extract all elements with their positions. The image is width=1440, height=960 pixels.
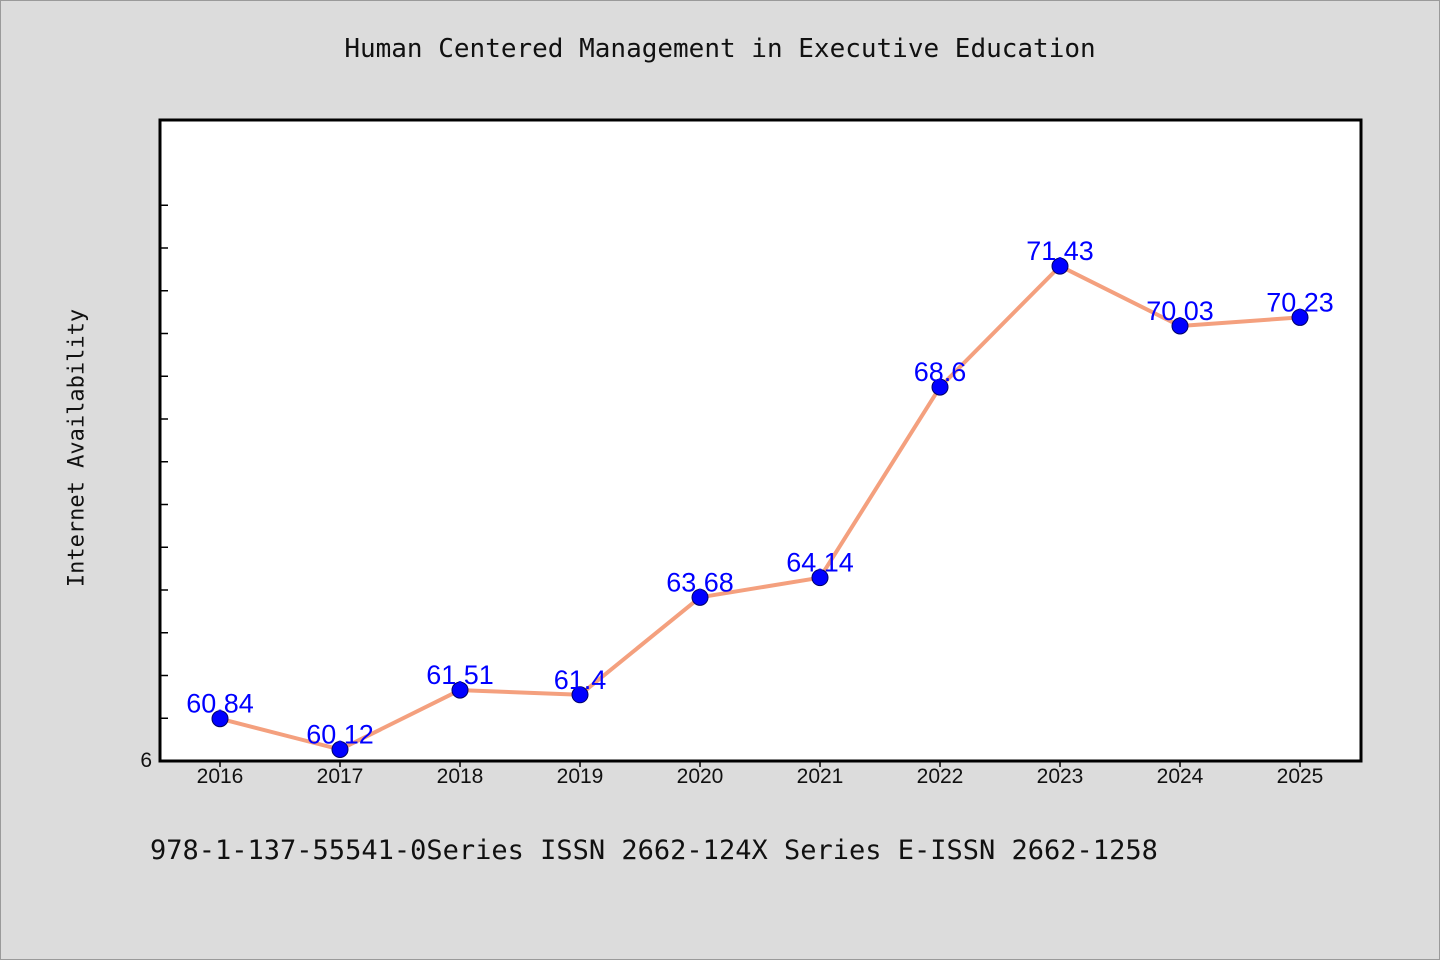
data-label: 60.84 <box>186 689 254 719</box>
series-line <box>218 264 1302 752</box>
x-axis-ticks: 2016 2017 2018 2019 2020 2021 2022 2023 2024 2025 <box>197 761 1324 788</box>
data-point <box>1171 317 1189 335</box>
x-tick-label: 2020 <box>677 765 724 788</box>
data-point <box>811 569 829 587</box>
data-label: 61.4 <box>554 665 607 695</box>
x-tick-label: 2025 <box>1277 765 1324 788</box>
data-label: 63.68 <box>666 567 734 597</box>
data-label: 61.51 <box>426 660 494 690</box>
data-point <box>211 710 229 728</box>
y-tick-label: 6 <box>140 749 152 772</box>
data-point <box>1291 308 1309 326</box>
x-tick-label: 2019 <box>557 765 604 788</box>
y-axis-ticks: 6 <box>140 204 168 772</box>
x-tick-label: 2021 <box>797 765 844 788</box>
data-label: 64.14 <box>786 548 854 578</box>
data-point <box>331 740 349 758</box>
x-tick-label: 2016 <box>197 765 244 788</box>
data-label: 70.03 <box>1146 296 1214 326</box>
x-tick-label: 2018 <box>437 765 484 788</box>
x-tick-label: 2023 <box>1037 765 1084 788</box>
data-label: 68.6 <box>914 357 967 387</box>
chart-title: Human Centered Management in Executive E… <box>344 34 1096 64</box>
x-tick-label: 2024 <box>1157 765 1204 788</box>
data-label: 70.23 <box>1266 287 1334 317</box>
data-point <box>1051 257 1069 275</box>
data-point <box>571 686 589 704</box>
footer-isbn-text: 978-1-137-55541-0Series ISSN 2662-124X S… <box>150 835 1158 866</box>
data-point <box>691 588 709 606</box>
data-point <box>931 378 949 396</box>
x-tick-label: 2022 <box>917 765 964 788</box>
data-point <box>451 681 469 699</box>
plot-area <box>158 118 1363 763</box>
data-points: 60.84 60.12 61.51 61.4 63.68 64.14 68.6 71.43 70… <box>186 236 1334 758</box>
data-label: 71.43 <box>1026 236 1094 266</box>
data-label: 60.12 <box>306 719 374 749</box>
x-tick-label: 2017 <box>317 765 364 788</box>
